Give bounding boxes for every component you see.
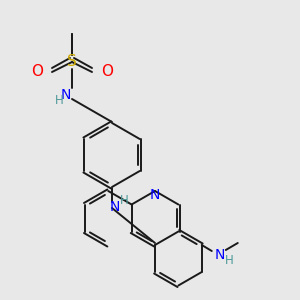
Text: H: H <box>224 254 233 266</box>
Text: N: N <box>214 248 225 262</box>
Text: S: S <box>67 55 77 70</box>
Text: N: N <box>150 188 160 202</box>
Text: O: O <box>101 64 113 80</box>
Text: H: H <box>55 94 63 107</box>
Text: N: N <box>110 200 120 214</box>
Text: N: N <box>61 88 71 102</box>
Text: H: H <box>120 194 128 208</box>
Text: O: O <box>31 64 43 80</box>
